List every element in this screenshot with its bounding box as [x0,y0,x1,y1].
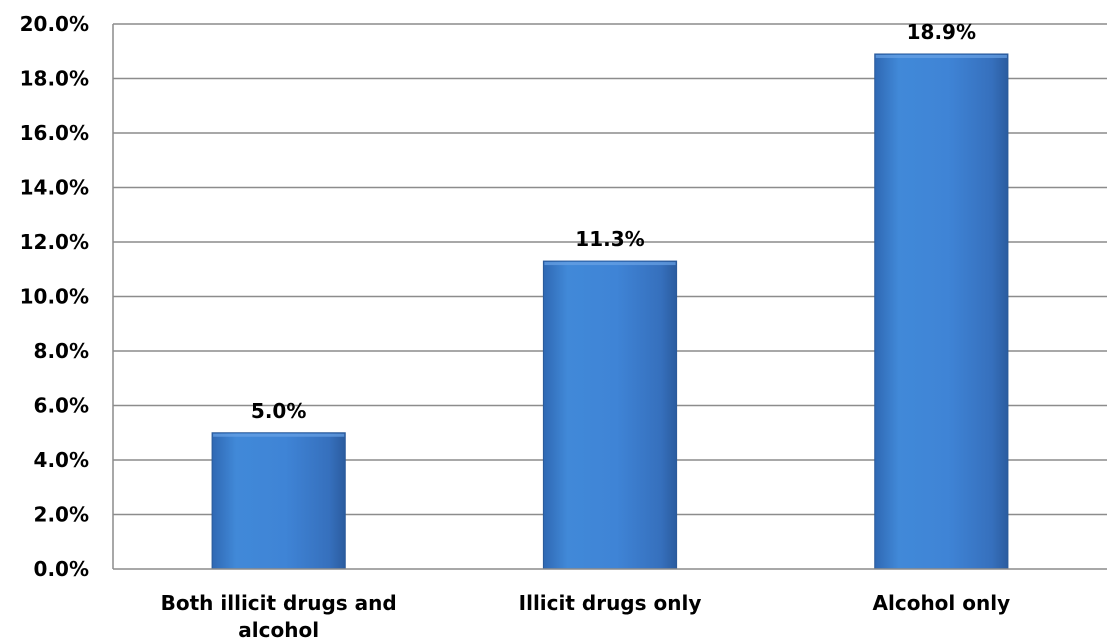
y-tick-label: 4.0% [34,448,89,472]
y-tick-label: 16.0% [20,121,89,145]
data-labels: 5.0% 11.3% 18.9% [251,20,976,423]
bar-highlight [544,262,676,266]
x-tick-label: Both illicit drugs and alcohol [161,591,397,642]
x-tick-label-line: alcohol [238,618,319,642]
y-tick-label: 8.0% [34,339,89,363]
y-tick-label: 10.0% [20,285,89,309]
bar [874,53,1009,570]
y-tick-label: 6.0% [34,394,89,418]
x-tick-label-line: Alcohol only [873,591,1011,615]
bar-highlight [875,54,1007,58]
x-tick-label-line: Illicit drugs only [519,591,702,615]
bar-highlight [213,433,345,437]
y-tick-label: 20.0% [20,12,89,36]
bar [542,260,678,570]
bars [211,53,1009,570]
x-axis: Both illicit drugs and alcohol Illicit dru… [113,568,1107,642]
y-tick-label: 2.0% [34,503,89,527]
x-tick-label: Alcohol only [873,591,1011,615]
data-label: 5.0% [251,399,306,423]
x-tick-label-line: Both illicit drugs and [161,591,397,615]
data-label: 18.9% [907,20,976,44]
y-tick-label: 14.0% [20,176,89,200]
data-label: 11.3% [575,227,644,251]
y-tick-label: 0.0% [34,557,89,581]
y-tick-label: 18.0% [20,67,89,91]
y-axis: 0.0% 2.0% 4.0% 6.0% 8.0% 10.0% 12.0% 14.0% 16.0%… [20,12,114,581]
y-tick-label: 12.0% [20,230,89,254]
bar [211,432,346,570]
x-tick-label: Illicit drugs only [519,591,702,615]
